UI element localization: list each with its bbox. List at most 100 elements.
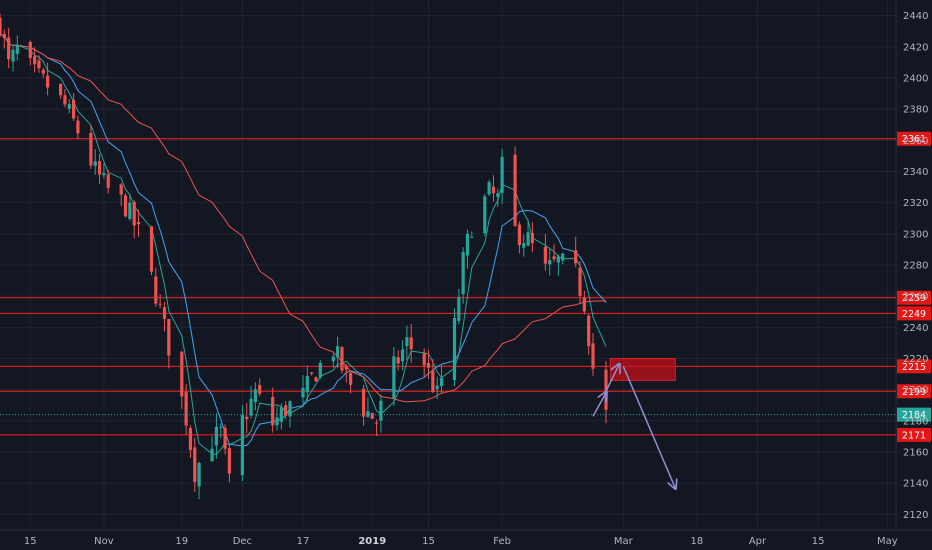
candle [279, 403, 283, 430]
candle-body [33, 56, 37, 65]
candle-body [284, 405, 288, 416]
candle [465, 229, 470, 269]
candle [405, 325, 409, 360]
candle-body [136, 221, 141, 225]
candle-body [457, 297, 461, 321]
candle [431, 359, 435, 394]
candle [361, 384, 366, 426]
candle-body [58, 83, 63, 96]
candle-body [310, 372, 314, 374]
level-2215: 2215 [0, 359, 931, 374]
candle [2, 29, 6, 49]
candle [496, 188, 500, 207]
y-tick-label: 2180 [903, 416, 928, 427]
candle-body [279, 407, 283, 422]
x-tick-label: Feb [493, 536, 511, 547]
candle [591, 333, 595, 376]
candle-body [46, 75, 50, 88]
y-tick-label: 2140 [903, 479, 928, 490]
level-2199: 2199 [0, 384, 931, 399]
candle-body [167, 318, 171, 356]
projection-arrows [592, 365, 675, 488]
candle [288, 400, 292, 428]
y-tick-label: 2400 [903, 73, 928, 84]
resistance-zone-layer [609, 358, 676, 381]
candle-body [253, 389, 257, 403]
candle-body [379, 400, 383, 421]
candle-body [405, 337, 409, 346]
candle [314, 376, 318, 382]
candle-body [275, 417, 279, 426]
candle-body [154, 276, 158, 304]
candle-body [301, 387, 305, 398]
x-tick-label: 15 [812, 536, 825, 547]
level-2171: 2171 [0, 427, 931, 442]
y-tick-label: 2220 [903, 354, 928, 365]
candle-body [305, 376, 309, 393]
projection-arrow [605, 365, 619, 392]
candle [470, 231, 474, 238]
projection-arrow [592, 393, 606, 417]
candle-body [0, 17, 2, 35]
candle [28, 40, 32, 66]
candle [552, 244, 556, 263]
x-tick-label: Dec [233, 536, 252, 547]
candle-body [591, 343, 595, 369]
level-label-bg [897, 359, 931, 374]
x-tick-label: May [877, 536, 898, 547]
candle [227, 443, 232, 483]
candle-body [271, 396, 275, 426]
horizontal-levels: 2361 2259 2249 2215 2199 2171 [0, 131, 931, 442]
candle [366, 397, 370, 418]
candle [461, 247, 465, 304]
candle-body [439, 377, 444, 387]
candle-body [2, 33, 6, 38]
candle [340, 346, 344, 374]
candle-body [526, 232, 530, 246]
candle [561, 252, 565, 265]
candle-body [210, 448, 214, 462]
candle [396, 350, 400, 371]
candle [128, 193, 132, 221]
candle-body [128, 202, 132, 219]
candle [136, 209, 141, 237]
level-label-bg [897, 131, 931, 146]
candle [452, 308, 457, 387]
candle-body [318, 362, 322, 378]
candle [284, 401, 288, 420]
candle [71, 92, 76, 121]
candle-body [487, 182, 491, 195]
candle [67, 98, 71, 114]
candle-body [344, 366, 348, 370]
candle [97, 154, 102, 185]
candle [318, 360, 322, 380]
candle-body [396, 357, 400, 364]
candle-body [288, 401, 292, 417]
candle [15, 35, 19, 61]
candle [154, 267, 158, 307]
level-label: 2199 [902, 387, 926, 398]
candle [0, 13, 2, 38]
candle [344, 363, 348, 383]
candle-body [7, 37, 11, 60]
candle-body [28, 42, 32, 59]
x-tick-label: 2019 [358, 536, 386, 547]
x-axis: 15 Nov 19 Dec 17 2019 15 Feb Mar 18 Apr 15 May [24, 536, 898, 547]
candle [167, 318, 171, 369]
candle-body [517, 224, 522, 246]
candle [180, 351, 184, 410]
candle-body [582, 297, 586, 312]
candle-body [578, 267, 582, 296]
candle [548, 247, 552, 276]
candle-body [97, 161, 102, 175]
y-tick-label: 2320 [903, 198, 928, 209]
candle-body [513, 154, 517, 226]
candle [526, 219, 530, 247]
level-label-bg [897, 384, 931, 399]
grid [0, 0, 932, 531]
candle [275, 406, 279, 431]
candle-body [184, 392, 188, 426]
y-tick-label: 2300 [903, 229, 928, 240]
candle-body [67, 104, 71, 109]
